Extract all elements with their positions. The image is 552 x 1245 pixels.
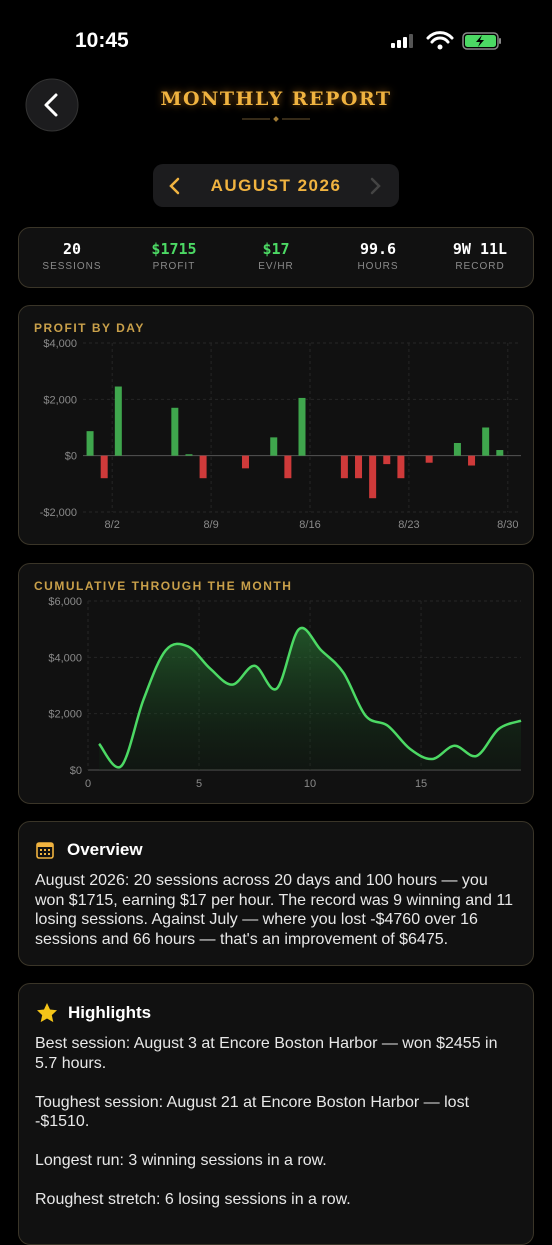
back-button[interactable] [25,78,80,133]
x-tick-label: 8/23 [398,519,419,531]
stat-value: $17 [262,240,290,258]
bar [270,437,278,456]
bar [114,386,122,456]
stat-value: 20 [62,240,82,258]
stat: $17 EV/HR [225,228,327,272]
calendar-icon [36,842,54,859]
screen: 10:45 MONTHLY REPORT AUGUST 2026 20 SESSI… [18,29,534,1245]
bar [284,455,292,479]
overview-title: Overview [67,840,143,859]
y-tick-label: $2,000 [48,709,82,721]
x-tick-label: 5 [196,778,202,790]
bar [383,455,391,465]
x-tick-label: 15 [415,778,427,790]
highlight-item: Best session: August 3 at Encore Boston … [35,1035,498,1072]
status-icons [391,31,501,50]
bar [369,455,377,499]
stat: 9W 11L RECORD [429,228,531,272]
month-picker: AUGUST 2026 [153,164,399,207]
star-icon [37,1003,57,1023]
y-tick-label: $6,000 [48,596,82,608]
stat-label: RECORD [455,261,505,272]
bar [468,455,476,466]
x-tick-label: 10 [304,778,316,790]
stat-label: HOURS [357,261,399,272]
stat-label: EV/HR [258,261,294,272]
y-tick-label: $0 [65,451,77,463]
y-tick-label: -$2,000 [40,507,77,519]
stats-card: 20 SESSIONS $1715 PROFIT $17 EV/HR 99.6 HOURS 9W… [18,227,534,288]
y-tick-label: $2,000 [43,394,77,406]
stat: $1715 PROFIT [123,228,225,272]
chart-title: CUMULATIVE THROUGH THE MONTH [34,579,292,593]
chart-title: PROFIT BY DAY [34,321,145,335]
bar [86,431,94,456]
area [99,627,521,770]
month-label: AUGUST 2026 [210,176,342,195]
x-tick-label: 0 [85,778,91,790]
bar [171,407,179,456]
stat-value: 9W 11L [452,240,508,258]
x-tick-label: 8/2 [105,519,120,531]
bar [496,450,504,456]
stat: 20 SESSIONS [21,228,123,272]
y-tick-label: $4,000 [43,338,77,350]
highlight-item: Toughest session: August 21 at Encore Bo… [35,1093,470,1131]
profit-card: PROFIT BY DAY -$2,000 $0 $2,000 $4,000 8/2 8/… [18,305,534,545]
bar [355,455,363,479]
bar [425,455,433,463]
page-title: MONTHLY REPORT [160,88,392,110]
overview-text: August 2026: 20 sessions across 20 days … [35,872,513,948]
bar [100,455,108,479]
overview-card: Overview August 2026: 20 sessions across… [18,821,534,966]
status-time: 10:45 [75,29,129,52]
cumulative-card: CUMULATIVE THROUGH THE MONTH $0 $2,000 $4,… [18,563,534,804]
next-month[interactable] [367,176,383,196]
line [98,626,522,769]
highlight-item: Longest run: 3 winning sessions in a row… [35,1152,327,1169]
bar [482,427,490,456]
x-tick-label: 8/16 [299,519,320,531]
highlights-card: Highlights Best session: August 3 at Enc… [18,983,534,1245]
bar [298,397,306,456]
page: Monthly Report {"status_bar": {"time": "… [18,29,534,1245]
bar [199,455,207,479]
stat-label: SESSIONS [42,261,102,272]
cumulative-chart: CUMULATIVE THROUGH THE MONTH $0 $2,000 $4,… [34,579,522,790]
profit-chart: PROFIT BY DAY -$2,000 $0 $2,000 $4,000 8/2 8/… [34,321,521,531]
y-tick-label: $0 [70,765,82,777]
stat-value: $1715 [151,240,197,258]
stat: 99.6 HOURS [327,228,429,272]
prev-month[interactable] [167,176,183,196]
stat-value: 99.6 [359,240,397,258]
highlights-title: Highlights [68,1003,152,1022]
x-tick-label: 8/9 [203,519,218,531]
x-tick-label: 8/30 [497,519,518,531]
bar [340,455,348,479]
y-tick-label: $4,000 [48,652,82,664]
stat-label: PROFIT [152,261,196,272]
bar [453,442,461,456]
bar [241,455,249,469]
bar [397,455,405,479]
title-ornament [242,116,310,122]
bar [185,454,193,456]
